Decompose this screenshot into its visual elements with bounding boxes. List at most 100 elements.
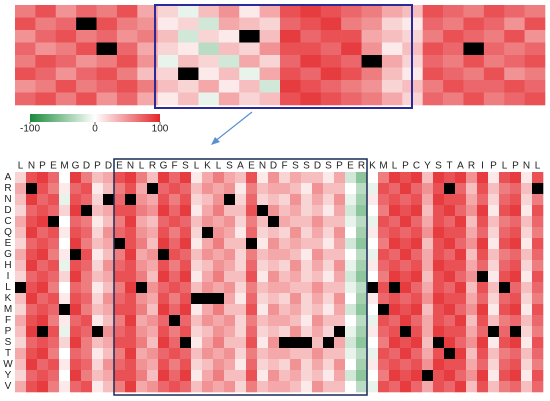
heatmap-cell — [257, 260, 269, 272]
heatmap-cell — [125, 227, 137, 239]
heatmap-cell — [389, 359, 401, 371]
heatmap-cell — [191, 249, 203, 261]
heatmap-cell — [499, 172, 511, 184]
heatmap-cell — [378, 205, 390, 217]
heatmap-cell — [125, 183, 137, 195]
heatmap-cell — [202, 227, 214, 239]
heatmap-cell — [455, 172, 467, 184]
heatmap-cell — [433, 227, 445, 239]
heatmap-cell — [367, 205, 379, 217]
heatmap-cell — [103, 293, 115, 305]
heatmap-cell — [477, 370, 489, 382]
heatmap-cell — [466, 205, 478, 217]
heatmap-cell — [483, 80, 505, 93]
heatmap-cell — [257, 249, 269, 261]
heatmap-cell — [169, 293, 181, 305]
heatmap-cell — [300, 67, 322, 81]
heatmap-cell — [213, 205, 225, 217]
column-label: E — [347, 161, 354, 172]
heatmap-cell — [367, 304, 379, 316]
heatmap-cell — [463, 55, 485, 68]
heatmap-cell — [400, 370, 412, 382]
heatmap-cell — [444, 348, 456, 360]
heatmap-cell — [55, 67, 77, 81]
row-label: F — [5, 315, 11, 326]
heatmap-cell — [341, 80, 362, 93]
heatmap-cell — [312, 381, 324, 393]
heatmap-cell — [178, 17, 199, 31]
heatmap-cell — [345, 238, 357, 250]
heatmap-cell — [180, 326, 192, 338]
heatmap-cell — [157, 30, 179, 43]
heatmap-cell — [35, 17, 57, 31]
heatmap-cell — [191, 370, 203, 382]
heatmap-cell — [202, 238, 214, 250]
heatmap-cell — [268, 315, 280, 327]
heatmap-cell — [246, 271, 258, 283]
heatmap-cell — [191, 216, 203, 228]
heatmap-cell — [26, 337, 38, 349]
heatmap-cell — [76, 67, 97, 81]
heatmap-cell — [524, 42, 546, 56]
heatmap-cell — [15, 205, 27, 217]
heatmap-cell — [157, 17, 179, 31]
heatmap-cell — [455, 238, 467, 250]
heatmap-cell — [213, 315, 225, 327]
heatmap-cell — [169, 348, 181, 360]
heatmap-cell — [191, 172, 203, 184]
heatmap-cell — [37, 227, 49, 239]
heatmap-cell — [55, 80, 77, 93]
heatmap-cell — [103, 172, 115, 184]
heatmap-cell — [488, 304, 500, 316]
heatmap-cell — [224, 194, 236, 206]
heatmap-cell — [114, 238, 126, 250]
heatmap-cell — [218, 92, 240, 106]
heatmap-cell — [433, 249, 445, 261]
heatmap-cell — [378, 249, 390, 261]
heatmap-cell — [521, 172, 533, 184]
heatmap-cell — [345, 293, 357, 305]
heatmap-cell — [356, 304, 368, 316]
heatmap-cell — [378, 315, 390, 327]
heatmap-cell — [136, 381, 148, 393]
heatmap-cell — [345, 183, 357, 195]
heatmap-cell — [147, 348, 159, 360]
heatmap-cell — [147, 249, 159, 261]
heatmap-cell — [26, 183, 38, 195]
heatmap-cell — [96, 67, 118, 81]
heatmap-cell — [198, 42, 220, 56]
heatmap-cell — [378, 260, 390, 272]
heatmap-cell — [483, 5, 505, 18]
heatmap-cell — [356, 326, 368, 338]
heatmap-cell — [488, 282, 500, 294]
heatmap-cell — [81, 304, 93, 316]
heatmap-cell — [488, 172, 500, 184]
heatmap-cell — [532, 304, 544, 316]
heatmap-cell — [158, 183, 170, 195]
heatmap-cell — [477, 194, 489, 206]
heatmap-cell — [290, 216, 302, 228]
heatmap-cell — [341, 55, 362, 68]
heatmap-cell — [378, 326, 390, 338]
heatmap-cell — [433, 348, 445, 360]
heatmap-cell — [178, 30, 199, 43]
heatmap-cell — [411, 293, 423, 305]
heatmap-cell — [268, 271, 280, 283]
heatmap-cell — [235, 337, 247, 349]
heatmap-cell — [81, 172, 93, 184]
heatmap-cell — [55, 30, 77, 43]
heatmap-cell — [96, 92, 118, 106]
heatmap-cell — [202, 315, 214, 327]
heatmap-cell — [280, 92, 301, 106]
heatmap-cell — [37, 282, 49, 294]
heatmap-cell — [37, 260, 49, 272]
heatmap-cell — [169, 183, 181, 195]
heatmap-cell — [504, 17, 525, 31]
heatmap-cell — [433, 271, 445, 283]
heatmap-cell — [532, 326, 544, 338]
heatmap-cell — [92, 260, 104, 272]
heatmap-cell — [444, 194, 456, 206]
heatmap-cell — [389, 238, 401, 250]
heatmap-cell — [239, 5, 260, 18]
heatmap-cell — [70, 172, 82, 184]
